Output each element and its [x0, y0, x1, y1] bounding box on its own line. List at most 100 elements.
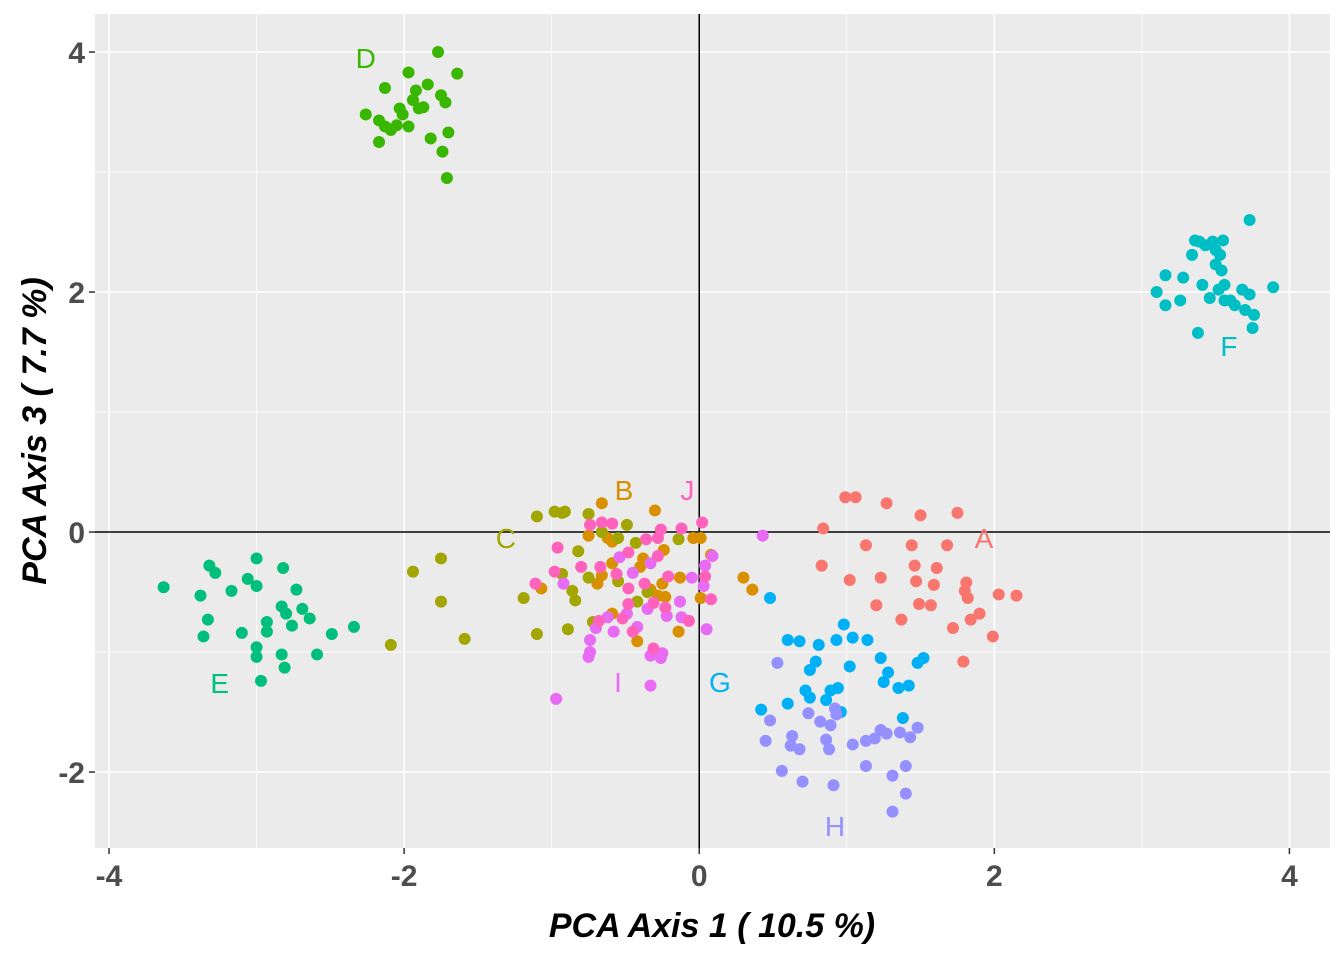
data-point-C — [530, 510, 543, 523]
data-point-C — [595, 526, 608, 539]
data-point-J — [610, 568, 623, 581]
data-point-H — [823, 743, 836, 756]
data-point-J — [638, 577, 651, 590]
data-point-B — [648, 504, 661, 517]
data-point-E — [250, 552, 263, 565]
data-point-H — [886, 769, 899, 782]
data-point-E — [325, 628, 338, 641]
data-point-C — [620, 518, 633, 531]
data-point-H — [814, 715, 827, 728]
data-point-J — [640, 533, 653, 546]
data-point-A — [839, 491, 852, 504]
data-point-G — [882, 666, 895, 679]
data-point-F — [1186, 248, 1199, 261]
group-labels: A B C D E F G H I J — [210, 43, 1237, 842]
data-point-J — [705, 593, 718, 606]
data-point-F — [1193, 235, 1206, 248]
data-point-G — [902, 679, 915, 692]
series-H — [759, 656, 924, 818]
data-point-I — [700, 623, 713, 636]
y-axis-ticks: -2 0 2 4 — [58, 37, 95, 790]
group-label-B: B — [615, 475, 634, 506]
group-label-J: J — [680, 475, 694, 506]
data-point-B — [659, 590, 672, 603]
data-point-I — [674, 595, 687, 608]
data-point-G — [831, 682, 844, 695]
data-point-F — [1243, 214, 1256, 227]
data-point-J — [682, 614, 695, 627]
data-point-A — [870, 599, 883, 612]
data-point-A — [817, 522, 830, 535]
data-point-J — [675, 522, 688, 535]
data-point-E — [250, 650, 263, 663]
data-point-A — [910, 575, 923, 588]
data-point-J — [529, 577, 542, 590]
data-point-A — [986, 630, 999, 643]
data-point-H — [899, 787, 912, 800]
data-point-H — [824, 719, 837, 732]
data-point-A — [815, 559, 828, 572]
series-B — [535, 497, 759, 648]
data-point-D — [421, 78, 434, 91]
data-point-D — [390, 119, 403, 132]
data-point-E — [250, 580, 263, 593]
data-point-D — [402, 66, 415, 79]
data-point-A — [947, 622, 960, 635]
data-point-J — [551, 541, 564, 554]
data-point-J — [594, 560, 607, 573]
x-tick-label: 2 — [986, 860, 1003, 893]
data-point-J — [647, 596, 660, 609]
data-point-E — [241, 572, 254, 585]
y-tick-label: 4 — [68, 37, 85, 70]
data-point-D — [439, 96, 452, 109]
y-axis-title: PCA Axis 3 ( 7.7 %) — [16, 277, 54, 584]
data-point-H — [793, 743, 806, 756]
data-point-F — [1150, 286, 1163, 299]
data-point-B — [674, 571, 687, 584]
data-point-H — [880, 727, 893, 740]
data-point-C — [530, 628, 543, 641]
data-point-J — [647, 642, 660, 655]
data-point-E — [157, 581, 170, 594]
series-E — [157, 552, 360, 687]
data-point-H — [796, 775, 809, 788]
data-point-J — [651, 532, 664, 545]
data-point-G — [781, 634, 794, 647]
data-points — [157, 46, 1280, 818]
data-point-F — [1239, 304, 1252, 317]
data-point-J — [595, 516, 608, 529]
data-point-A — [914, 509, 927, 522]
data-point-J — [616, 612, 629, 625]
data-point-I — [699, 559, 712, 572]
data-point-H — [759, 734, 772, 747]
data-point-E — [197, 630, 210, 643]
x-tick-label: 4 — [1281, 860, 1298, 893]
data-point-I — [756, 529, 769, 542]
data-point-I — [613, 551, 626, 564]
series-J — [529, 516, 718, 655]
data-point-F — [1159, 299, 1172, 312]
data-point-A — [930, 562, 943, 575]
y-tick-label: 0 — [68, 517, 85, 550]
data-point-A — [964, 613, 977, 626]
data-point-I — [644, 679, 657, 692]
data-point-H — [764, 714, 777, 727]
x-tick-label: -2 — [391, 860, 418, 893]
data-point-F — [1177, 271, 1190, 284]
data-point-D — [424, 132, 437, 145]
data-point-G — [896, 712, 909, 725]
group-label-I: I — [614, 667, 622, 698]
series-A — [815, 491, 1023, 668]
group-label-G: G — [709, 667, 731, 698]
data-point-E — [347, 620, 360, 633]
data-point-D — [378, 120, 391, 133]
data-point-F — [1191, 326, 1204, 339]
data-point-E — [194, 589, 207, 602]
data-point-C — [458, 632, 471, 645]
data-point-H — [886, 805, 899, 818]
data-point-B — [746, 583, 759, 596]
data-point-F — [1246, 322, 1259, 335]
data-point-G — [812, 638, 825, 651]
data-point-D — [396, 108, 409, 121]
data-point-G — [803, 691, 816, 704]
